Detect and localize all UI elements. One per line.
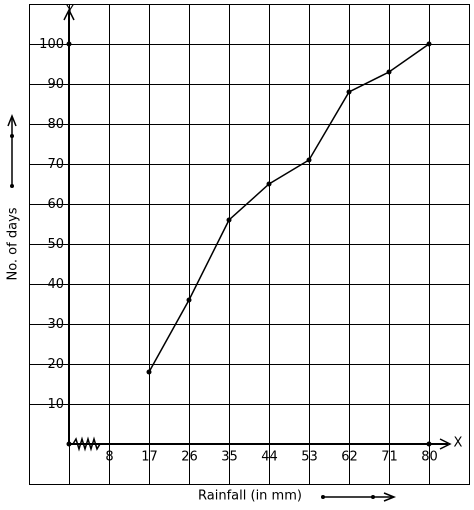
y-axis-name: Y bbox=[65, 4, 74, 19]
data-point bbox=[386, 69, 392, 75]
data-point bbox=[426, 41, 432, 47]
data-point bbox=[146, 369, 152, 375]
x-tick-label: 80 bbox=[421, 450, 438, 465]
x-tick-label: 71 bbox=[381, 450, 398, 465]
x-tick-label: 35 bbox=[221, 450, 238, 465]
y-tick-label: 10 bbox=[47, 397, 64, 412]
y-tick-label: 80 bbox=[47, 117, 64, 132]
x-tick-label: 53 bbox=[301, 450, 318, 465]
x-tick-label: 26 bbox=[181, 450, 198, 465]
axis-break bbox=[72, 436, 101, 452]
arrow-dot bbox=[10, 134, 14, 138]
y-tick-label: 60 bbox=[47, 197, 64, 212]
data-point bbox=[266, 181, 272, 187]
y-tick-label: 90 bbox=[47, 77, 64, 92]
x-axis-name: X bbox=[454, 436, 463, 451]
x-arrow bbox=[439, 438, 452, 450]
data-point bbox=[186, 297, 192, 303]
y-tick-label: 40 bbox=[47, 277, 64, 292]
data-point bbox=[306, 157, 312, 163]
x-tick-label: 44 bbox=[261, 450, 278, 465]
data-line bbox=[148, 43, 430, 373]
x-tick-label: 17 bbox=[141, 450, 158, 465]
y-tick-label: 30 bbox=[47, 317, 64, 332]
data-point bbox=[346, 89, 352, 95]
y-arrow bbox=[63, 8, 75, 21]
x-axis-title: Rainfall (in mm) bbox=[198, 489, 302, 504]
y-axis-title: No. of days bbox=[6, 207, 21, 280]
y-tick-label: 50 bbox=[47, 237, 64, 252]
x-tick-label: 8 bbox=[105, 450, 113, 465]
x-title-arrow bbox=[383, 492, 397, 502]
y-tick-label: 20 bbox=[47, 357, 64, 372]
y-tick-label: 100 bbox=[39, 37, 64, 52]
data-point bbox=[226, 217, 232, 223]
origin-dot bbox=[66, 441, 72, 447]
arrow-dot bbox=[321, 495, 325, 499]
x-tick-label: 62 bbox=[341, 450, 358, 465]
arrow-dot bbox=[10, 184, 14, 188]
arrow-dot bbox=[371, 495, 375, 499]
y-title-arrow bbox=[7, 113, 17, 127]
y-tick-label: 70 bbox=[47, 157, 64, 172]
